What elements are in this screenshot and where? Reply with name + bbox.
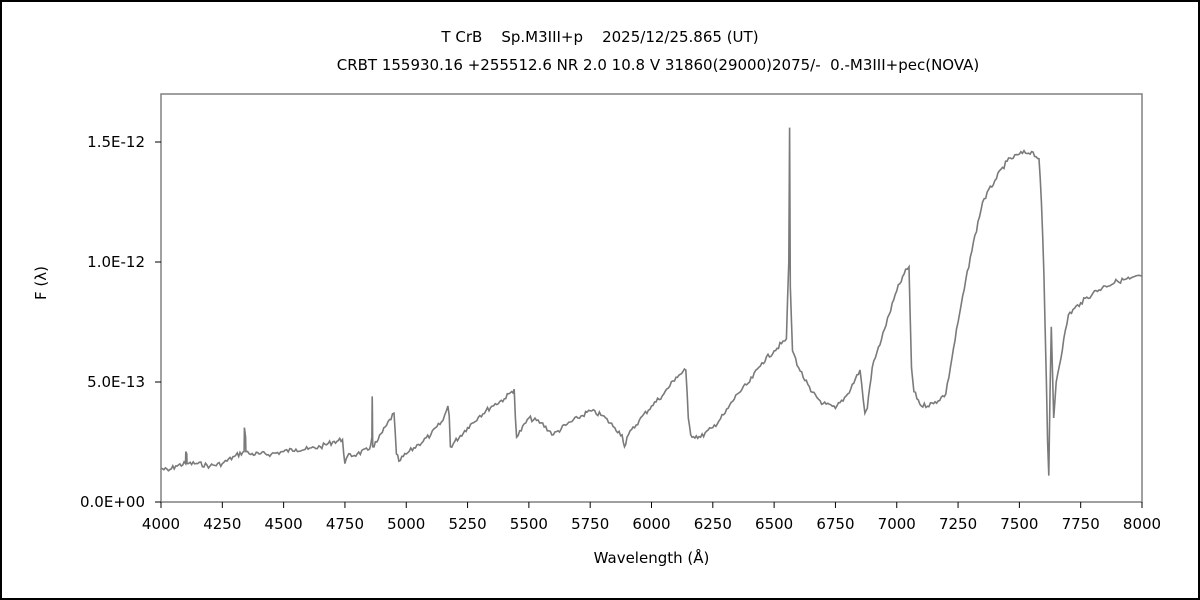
- y-tick-label: 1.5E-12: [87, 133, 145, 151]
- x-tick-label: 6750: [816, 515, 854, 533]
- x-tick-label: 7000: [878, 515, 916, 533]
- chart-subtitle: CRBT 155930.16 +255512.6 NR 2.0 10.8 V 3…: [336, 56, 980, 74]
- x-axis-label: Wavelength (Å): [593, 549, 710, 567]
- x-tick-label: 4000: [142, 515, 180, 533]
- x-tick-label: 8000: [1123, 515, 1161, 533]
- x-tick-label: 7500: [1000, 515, 1038, 533]
- x-tick-label: 5250: [448, 515, 486, 533]
- chart-title: T CrB Sp.M3III+p 2025/12/25.865 (UT): [441, 28, 759, 46]
- y-tick-label: 5.0E-13: [87, 373, 145, 391]
- x-tick-label: 7750: [1062, 515, 1100, 533]
- plot-area: [160, 93, 1143, 503]
- y-tick-label: 0.0E+00: [80, 493, 145, 511]
- x-tick-label: 5000: [387, 515, 425, 533]
- x-tick-label: 7250: [939, 515, 977, 533]
- x-tick-label: 4750: [326, 515, 364, 533]
- x-axis-ticks: 4000 4250 4500 4750 5000 5250 5500 5750 6000 6250…: [142, 502, 1161, 533]
- x-tick-label: 4250: [203, 515, 241, 533]
- spectrum-line: [160, 127, 1143, 476]
- x-tick-label: 4500: [265, 515, 303, 533]
- y-axis-label: F (λ): [32, 266, 50, 300]
- x-tick-label: 5750: [571, 515, 609, 533]
- y-tick-label: 1.0E-12: [87, 253, 145, 271]
- x-tick-label: 6500: [755, 515, 793, 533]
- x-tick-label: 6000: [632, 515, 670, 533]
- x-tick-label: 6250: [694, 515, 732, 533]
- x-tick-label: 5500: [510, 515, 548, 533]
- y-axis-ticks: 0.0E+00 5.0E-13 1.0E-12 1.5E-12: [80, 133, 161, 511]
